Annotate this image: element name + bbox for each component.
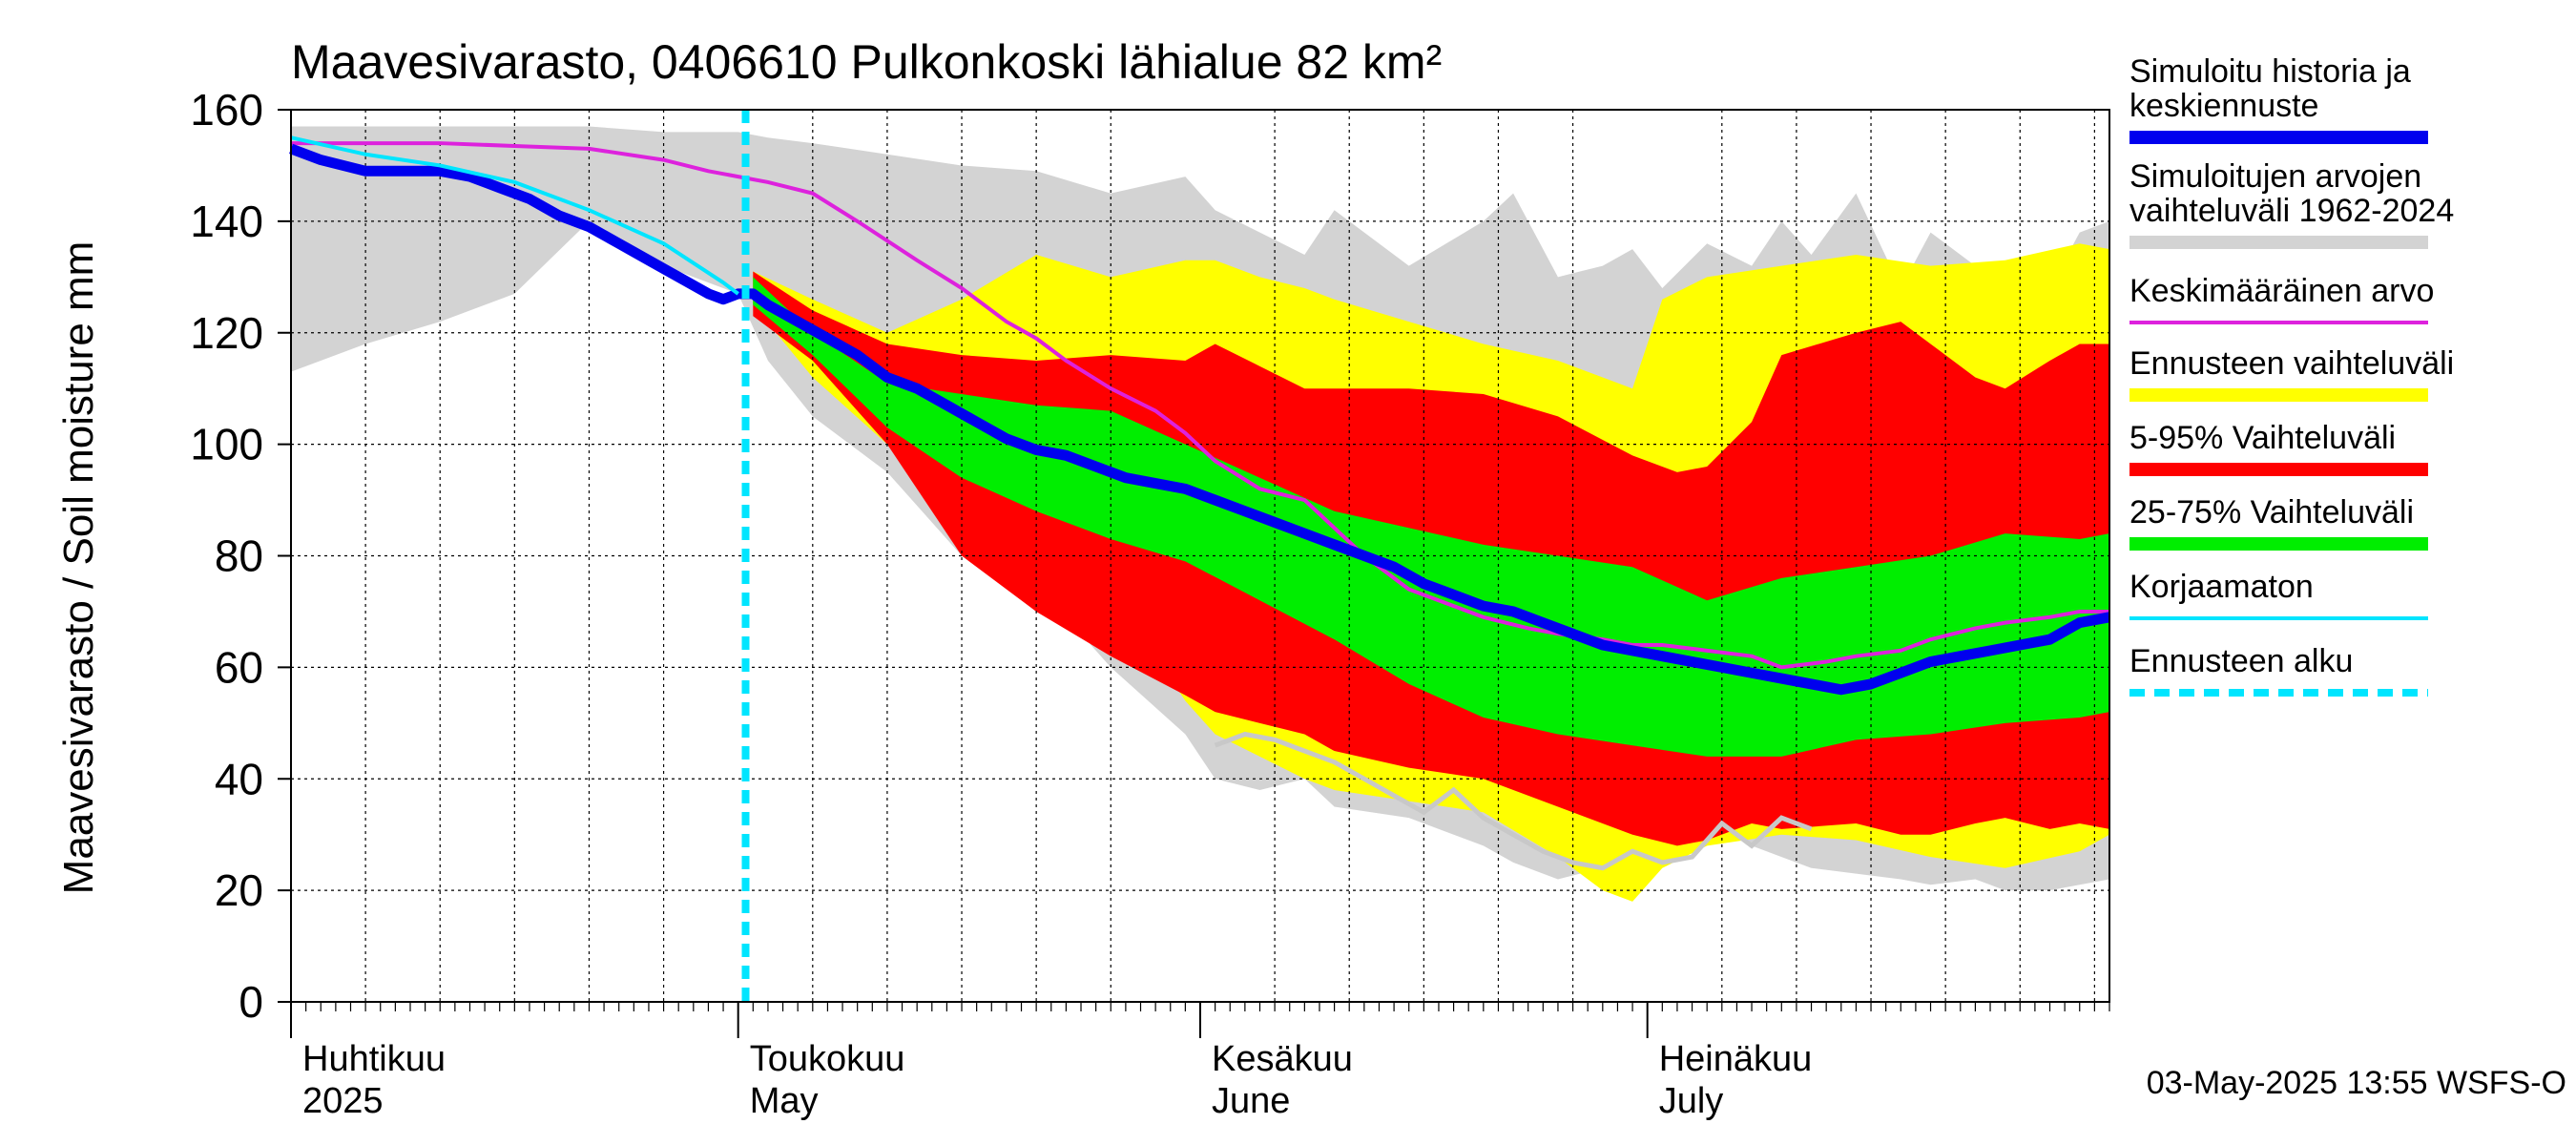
legend-item: 25-75% Vaihteluväli [2129, 494, 2428, 551]
y-tick-label: 0 [239, 977, 263, 1027]
month-label-en: July [1659, 1081, 1724, 1121]
month-label-en: 2025 [302, 1081, 384, 1121]
legend-label: Ennusteen vaihteluväli [2129, 345, 2454, 382]
month-label-fi: Toukokuu [750, 1039, 905, 1079]
chart-title: Maavesivarasto, 0406610 Pulkonkoski lähi… [291, 35, 1442, 89]
legend-label: Korjaamaton [2129, 569, 2314, 605]
y-axis: 0 20 40 60 80 100 120 140 160 [190, 85, 291, 1027]
p25-75-band [753, 277, 2109, 757]
lowest-year-line [1214, 731, 1813, 871]
timestamp: 03-May-2025 13:55 WSFS-O [2147, 1065, 2566, 1101]
y-tick-label: 100 [190, 420, 263, 469]
legend-label: keskiennuste [2129, 88, 2318, 124]
legend-item: 5-95% Vaihteluväli [2129, 420, 2428, 476]
legend: Simuloitu historia jakeskiennusteSimuloi… [2129, 53, 2454, 697]
legend-label: 5-95% Vaihteluväli [2129, 420, 2396, 456]
month-label-fi: Heinäkuu [1659, 1039, 1813, 1079]
legend-label: Simuloitujen arvojen [2129, 158, 2421, 195]
legend-label: Simuloitu historia ja [2129, 53, 2411, 90]
legend-item: Ennusteen vaihteluväli [2129, 345, 2454, 402]
y-tick-label: 60 [215, 642, 263, 692]
legend-label: Keskimääräinen arvo [2129, 273, 2434, 309]
legend-item: Korjaamaton [2129, 569, 2428, 620]
y-tick-label: 140 [190, 197, 263, 246]
y-tick-label: 80 [215, 531, 263, 581]
y-tick-label: 20 [215, 865, 263, 915]
legend-item: Ennusteen alku [2129, 643, 2428, 697]
y-axis-label: Maavesivarasto / Soil moisture mm [55, 241, 102, 895]
legend-label: 25-75% Vaihteluväli [2129, 494, 2414, 531]
month-label-en: June [1212, 1081, 1290, 1121]
y-tick-label: 40 [215, 754, 263, 803]
median-forecast-line [289, 143, 2111, 696]
legend-label: vaihteluväli 1962-2024 [2129, 193, 2454, 229]
y-tick-label: 160 [190, 85, 263, 135]
plot-area [289, 109, 2111, 1003]
legend-label: Ennusteen alku [2129, 643, 2353, 679]
legend-item: Keskimääräinen arvo [2129, 273, 2434, 324]
month-label-fi: Kesäkuu [1212, 1039, 1353, 1079]
y-tick-label: 120 [190, 308, 263, 358]
month-label-fi: Huhtikuu [302, 1039, 446, 1079]
month-label-en: May [750, 1081, 819, 1121]
uncorrected-line [290, 135, 739, 296]
